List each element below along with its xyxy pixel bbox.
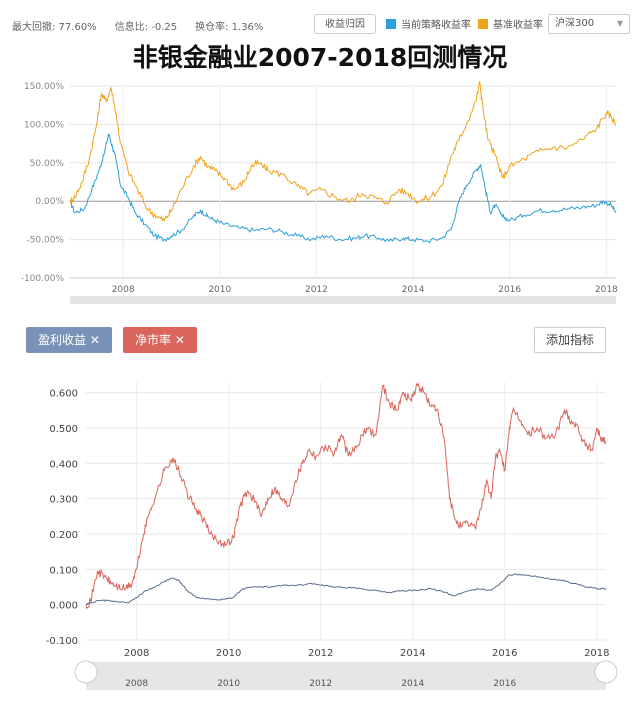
y-tick-label: 0.00%: [35, 197, 64, 207]
x-tick-label: 2018: [584, 648, 609, 659]
x-tick-label: 2014: [400, 648, 425, 659]
revenue-attribution-button[interactable]: 收益归因: [314, 14, 376, 34]
x-tick-label: 2010: [208, 285, 231, 295]
page-title: 非银金融业2007-2018回测情况: [132, 43, 508, 72]
stats-bar: 最大回撤: 77.60% 信息比: -0.25 换仓率: 1.36%: [12, 18, 263, 33]
x-tick-label: 2012: [308, 648, 333, 659]
max-drawdown: 最大回撤: 77.60%: [12, 22, 97, 33]
navigator-label: 2014: [401, 679, 424, 689]
tag-net-market-ratio[interactable]: 净市率 ✕: [123, 327, 197, 353]
range-navigator[interactable]: [86, 662, 606, 690]
x-tick-label: 2010: [216, 648, 241, 659]
navigator-label: 2010: [217, 679, 240, 689]
y-tick-label: 0.500: [49, 424, 78, 435]
y-tick-label: 0.000: [49, 601, 78, 612]
navigator-label: 2016: [493, 679, 516, 689]
y-tick-label: 0.200: [49, 530, 78, 541]
navigator-left-handle[interactable]: [74, 660, 98, 684]
series-line-strategy: [69, 133, 617, 244]
y-tick-label: -50.00%: [26, 236, 64, 246]
x-tick-label: 2008: [124, 648, 149, 659]
turnover-rate: 换仓率: 1.36%: [195, 22, 264, 33]
legend-strategy-label: 当前策略收益率: [401, 20, 471, 31]
legend-benchmark-swatch: [478, 18, 488, 29]
x-tick-label: 2012: [305, 285, 328, 295]
y-tick-label: 150.00%: [24, 82, 64, 92]
legend-strategy[interactable]: 当前策略收益率: [386, 16, 471, 31]
y-tick-label: 0.600: [49, 389, 78, 400]
benchmark-select-value: 沪深300: [555, 18, 595, 29]
y-tick-label: 100.00%: [24, 120, 64, 130]
series-line-net-market-ratio: [85, 382, 607, 610]
y-tick-label: 0.100: [49, 565, 78, 576]
range-navigator[interactable]: [70, 296, 616, 304]
y-tick-label: 0.300: [49, 495, 78, 506]
navigator-label: 2008: [125, 679, 148, 689]
series-line-earnings-yield: [85, 573, 607, 606]
benchmark-select[interactable]: 沪深300 ▼: [548, 14, 630, 34]
legend-benchmark-label: 基准收益率: [493, 20, 543, 31]
info-ratio: 信息比: -0.25: [114, 22, 178, 33]
returns-chart: 150.00% 100.00% 50.00% 0.00% -50.00% -100.00%…: [21, 80, 618, 304]
y-tick-label: -0.100: [46, 636, 78, 647]
legend-benchmark[interactable]: 基准收益率: [478, 16, 543, 31]
tag-earnings-yield[interactable]: 盈利收益 ✕: [26, 327, 112, 353]
indicator-chart: 0.600 0.500 0.400 0.300 0.200 0.100 0.000 -0.10…: [46, 382, 618, 690]
navigator-right-handle[interactable]: [594, 660, 618, 684]
y-tick-label: 50.00%: [30, 159, 65, 169]
x-tick-label: 2014: [402, 285, 425, 295]
legend-strategy-swatch: [386, 18, 396, 29]
x-tick-label: 2016: [492, 648, 517, 659]
navigator-label: 2012: [309, 679, 332, 689]
add-indicator-button[interactable]: 添加指标: [534, 327, 606, 353]
series-line-benchmark: [69, 80, 617, 223]
y-tick-label: 0.400: [49, 459, 78, 470]
y-tick-label: -100.00%: [21, 274, 65, 284]
x-tick-label: 2018: [595, 285, 618, 295]
x-tick-label: 2008: [112, 285, 135, 295]
chevron-down-icon: ▼: [616, 19, 623, 28]
x-tick-label: 2016: [498, 285, 521, 295]
